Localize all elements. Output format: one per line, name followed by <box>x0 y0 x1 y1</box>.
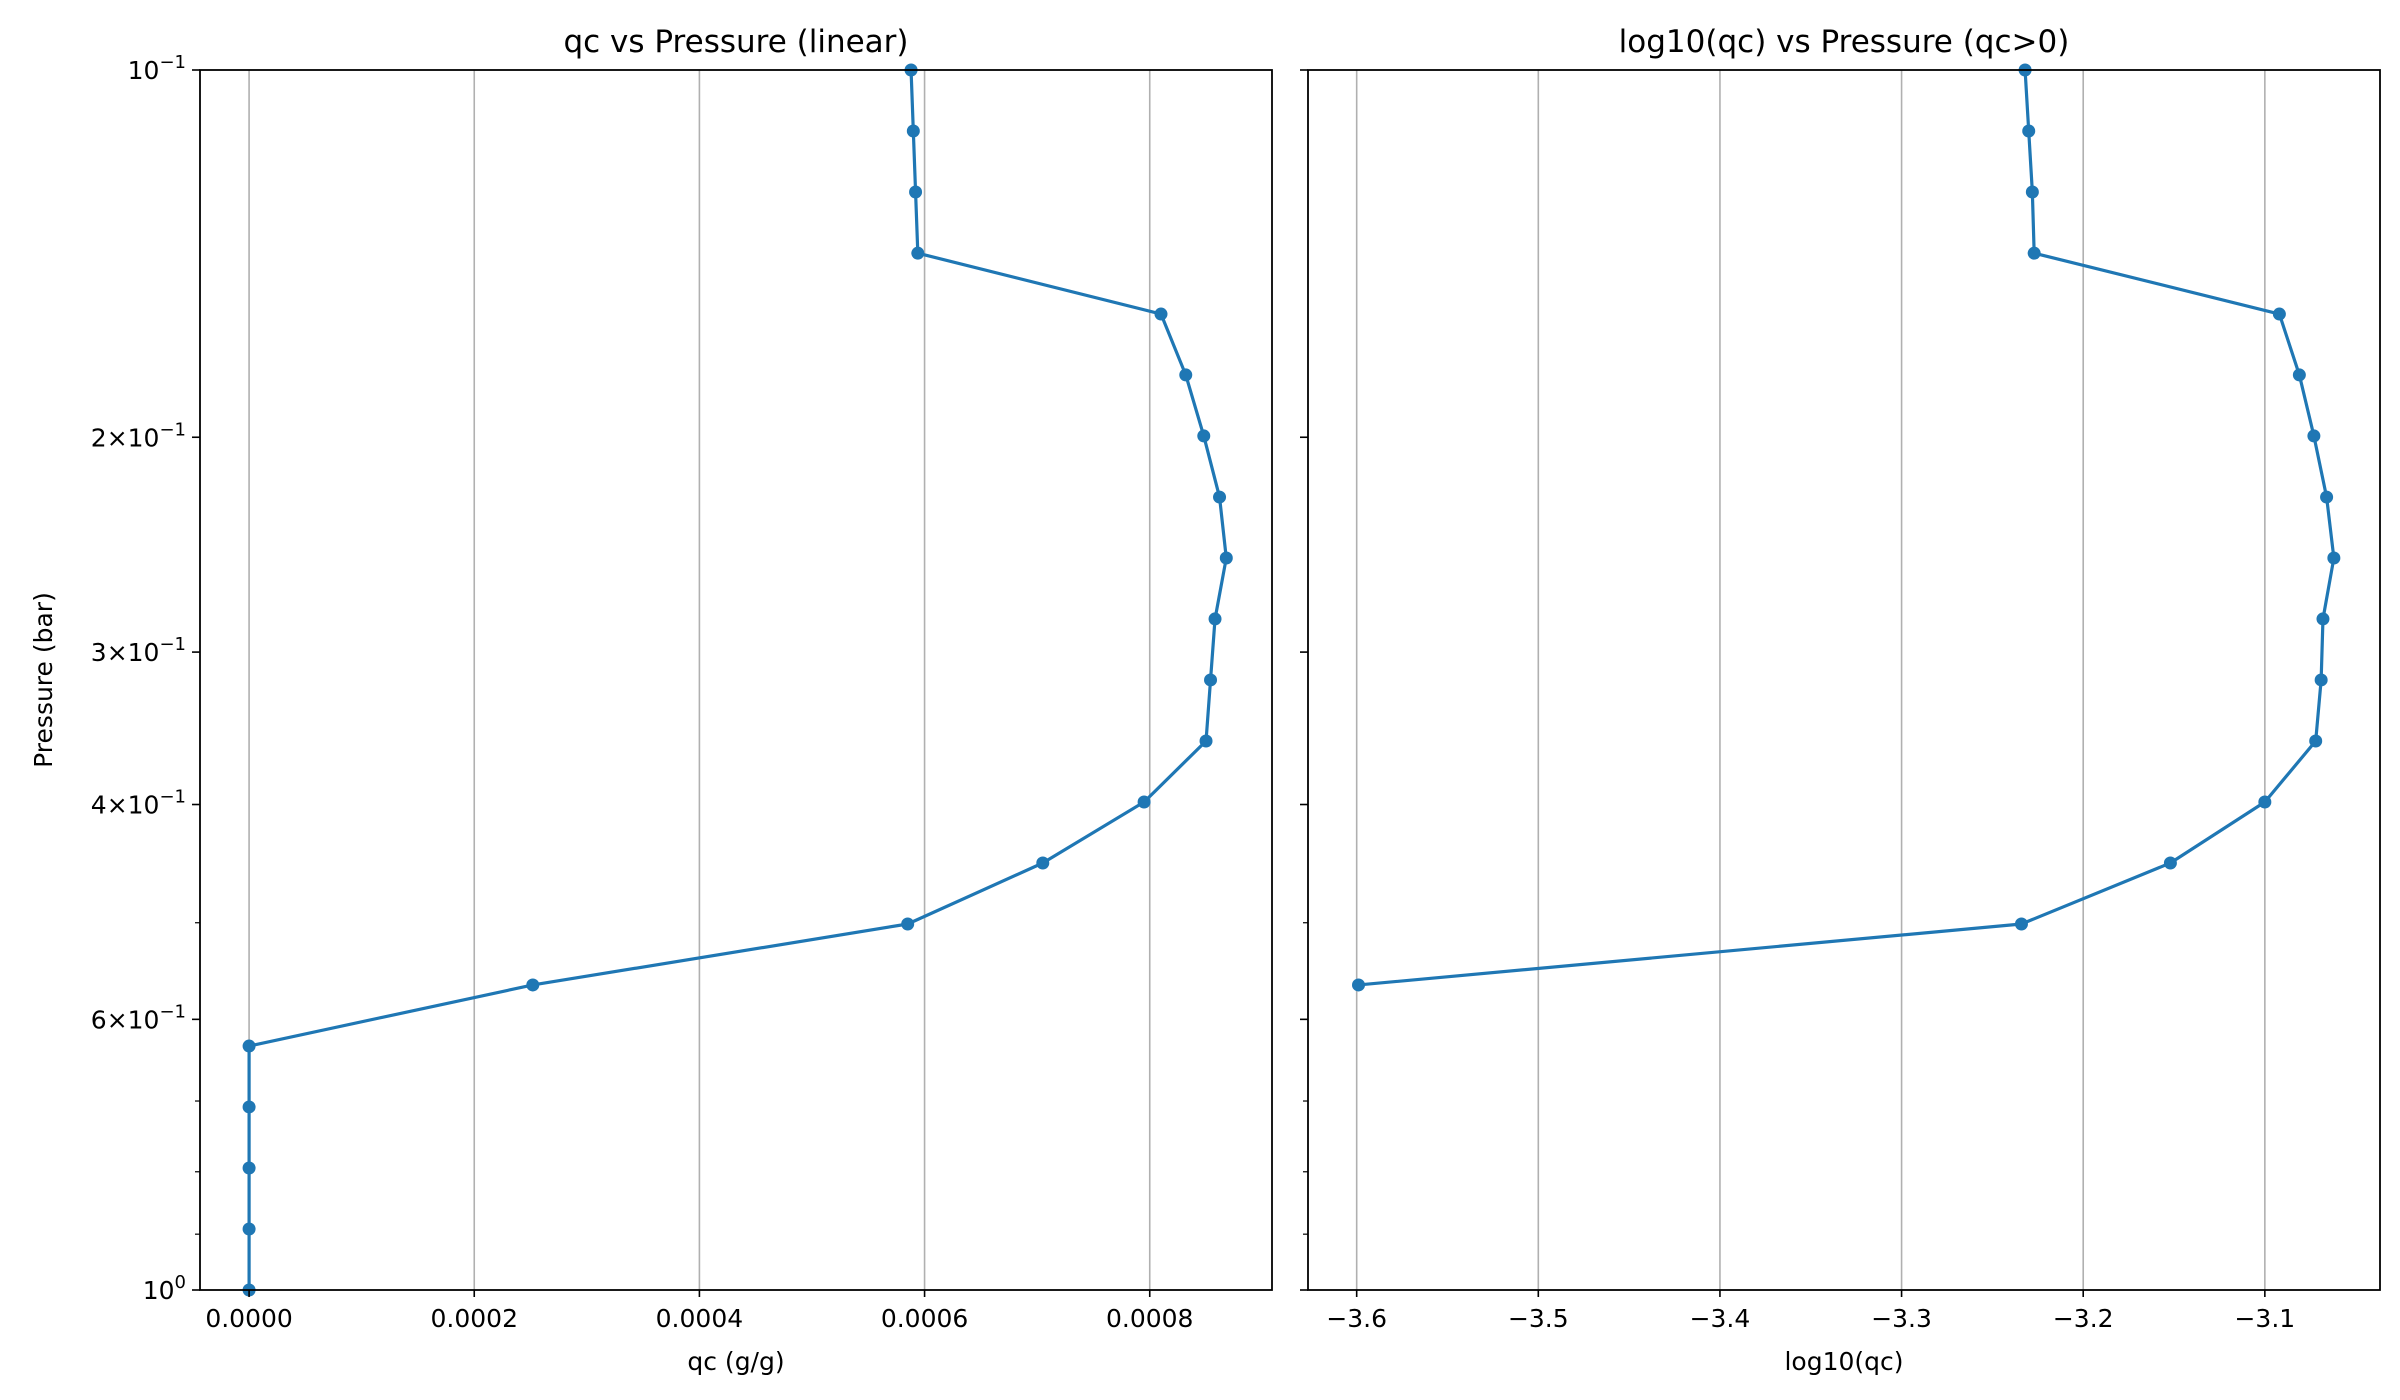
right-x-axis-label: log10(qc) <box>1784 1347 1903 1376</box>
y-tick-exponent: −1 <box>159 52 186 73</box>
y-tick-mantissa: 2 <box>91 423 107 452</box>
right-data-point <box>2163 856 2177 870</box>
y-tick-exponent: −1 <box>159 419 186 440</box>
right-x-tick-label: −3.6 <box>1326 1304 1387 1333</box>
y-tick-label: 6×10−1 <box>91 1001 186 1034</box>
right-x-tick-label: −3.4 <box>1690 1304 1751 1333</box>
right-x-ticks: −3.6 −3.5 −3.4 −3.3 −3.2 −3.1 <box>1326 1290 2295 1333</box>
y-tick-base: 10 <box>128 423 160 452</box>
right-series-line <box>1358 69 2336 987</box>
left-data-point <box>1204 673 1218 687</box>
y-tick-mantissa: 3 <box>91 638 107 667</box>
left-x-tick-label: 0.0002 <box>431 1304 518 1333</box>
left-data-point <box>1179 368 1193 382</box>
right-data-point <box>2014 917 2028 931</box>
y-tick-mantissa: 6 <box>91 1005 107 1034</box>
left-axes-frame <box>199 69 1273 1291</box>
right-y-ticks <box>1300 69 1308 1291</box>
left-data-point <box>242 1161 256 1175</box>
left-data-point <box>909 185 923 199</box>
left-data-point <box>1137 795 1151 809</box>
left-data-point <box>526 978 540 992</box>
left-data-point <box>1036 856 1050 870</box>
left-x-ticks: 0.0000 0.0002 0.0004 0.0006 0.0008 <box>205 1290 1193 1333</box>
right-data-point <box>2309 734 2323 748</box>
right-axes-frame <box>1307 69 2381 1291</box>
y-tick-exponent: −1 <box>159 787 186 808</box>
right-x-tick-label: −3.3 <box>1871 1304 1932 1333</box>
left-x-axis-label: qc (g/g) <box>687 1347 784 1376</box>
y-tick-times: × <box>107 791 128 820</box>
right-series <box>1351 63 2341 992</box>
right-x-grid <box>1355 70 2266 1290</box>
left-data-point <box>1219 551 1233 565</box>
right-x-tick-label: −3.5 <box>1508 1304 1569 1333</box>
y-tick-times: × <box>107 638 128 667</box>
right-data-point <box>2022 124 2036 138</box>
right-data-point <box>2027 246 2041 260</box>
left-data-point <box>1213 490 1227 504</box>
y-tick-label: 4×10−1 <box>91 787 186 820</box>
right-panel: −3.6 −3.5 −3.4 −3.3 −3.2 −3.1 log10(qc) vs Pr… <box>1300 24 2381 1376</box>
right-data-point <box>2272 307 2286 321</box>
right-data-point <box>2316 612 2330 626</box>
y-axis-label: Pressure (bar) <box>29 592 58 768</box>
left-x-tick-label: 0.0000 <box>205 1304 292 1333</box>
right-data-point <box>2307 429 2321 443</box>
right-data-point <box>2025 185 2039 199</box>
left-data-point <box>242 1100 256 1114</box>
y-tick-base: 10 <box>128 638 160 667</box>
right-x-tick-label: −3.1 <box>2234 1304 2295 1333</box>
right-data-point <box>2292 368 2306 382</box>
left-data-point <box>242 1039 256 1053</box>
y-tick-base: 10 <box>128 56 160 85</box>
y-tick-label: 3×10−1 <box>91 634 186 667</box>
left-data-point <box>242 1222 256 1236</box>
right-chart-title: log10(qc) vs Pressure (qc>0) <box>1619 24 2070 60</box>
left-data-point <box>901 917 915 931</box>
right-data-point <box>2320 490 2334 504</box>
left-data-point <box>1199 734 1213 748</box>
left-data-point <box>911 246 925 260</box>
left-series <box>242 63 1233 1297</box>
y-tick-times: × <box>107 423 128 452</box>
y-tick-exponent: −1 <box>159 634 186 655</box>
y-tick-label: 100 <box>143 1272 186 1305</box>
left-data-point <box>1154 307 1168 321</box>
y-tick-exponent: −1 <box>159 1001 186 1022</box>
left-x-tick-label: 0.0004 <box>656 1304 743 1333</box>
right-data-point <box>2314 673 2328 687</box>
y-tick-exponent: 0 <box>175 1272 186 1293</box>
left-x-tick-label: 0.0006 <box>881 1304 968 1333</box>
y-tick-label: 10−1 <box>128 52 186 85</box>
left-data-point <box>1208 612 1222 626</box>
right-data-point <box>2327 551 2341 565</box>
y-tick-mantissa: 4 <box>91 791 107 820</box>
y-tick-label: 2×10−1 <box>91 419 186 452</box>
right-data-point <box>2258 795 2272 809</box>
right-data-point <box>1351 978 1365 992</box>
left-x-tick-label: 0.0008 <box>1106 1304 1193 1333</box>
left-panel: 0.0000 0.0002 0.0004 0.0006 0.0008 10−12×10−… <box>29 24 1273 1376</box>
y-tick-base: 10 <box>128 791 160 820</box>
y-tick-times: × <box>107 1005 128 1034</box>
right-x-tick-label: −3.2 <box>2053 1304 2114 1333</box>
y-tick-base: 10 <box>128 1005 160 1034</box>
left-chart-title: qc vs Pressure (linear) <box>563 24 908 60</box>
left-data-point <box>906 124 920 138</box>
y-tick-base: 10 <box>143 1276 175 1305</box>
left-data-point <box>1197 429 1211 443</box>
